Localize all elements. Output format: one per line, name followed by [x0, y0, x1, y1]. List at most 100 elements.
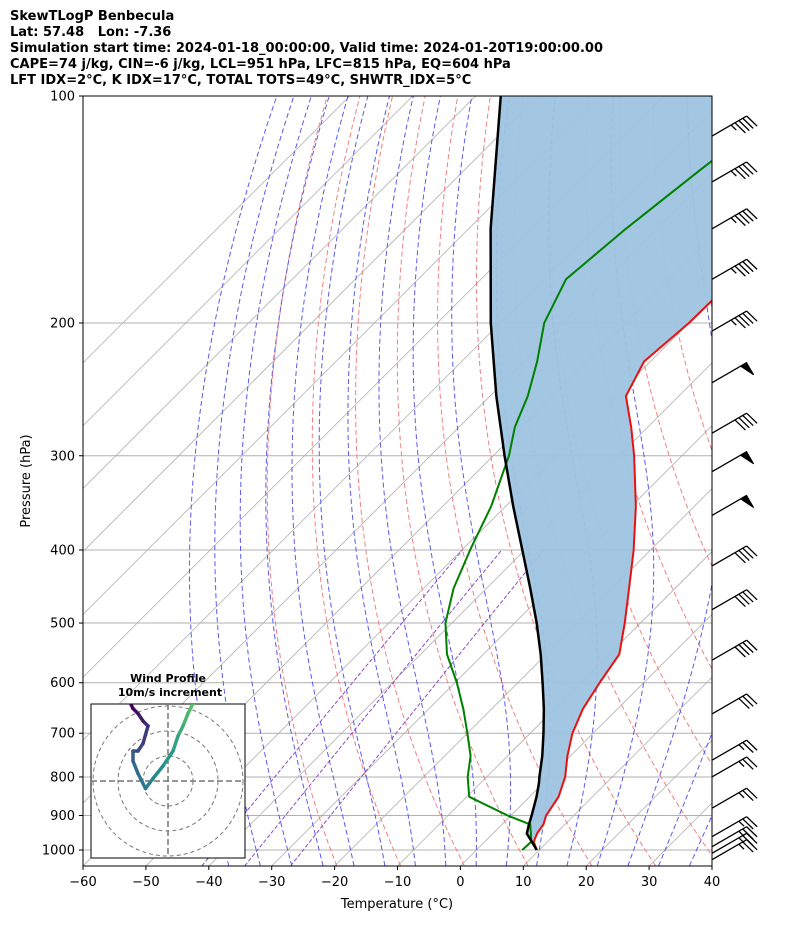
isotherm-line [83, 96, 413, 427]
barb-staff [711, 161, 747, 183]
barb-full [746, 816, 758, 828]
x-tick-label: −50 [132, 875, 159, 890]
isotherm-line [775, 96, 794, 866]
barb-full [746, 589, 758, 601]
moist-adiabat-line [412, 96, 477, 866]
barb-full [742, 789, 754, 802]
barb-staff [711, 756, 747, 778]
barb-full [734, 317, 746, 329]
x-tick-label: 30 [641, 875, 658, 890]
x-tick-label: −20 [321, 875, 348, 890]
barb-full [734, 646, 746, 658]
barb-half [730, 267, 737, 274]
dry-adiabat-line [784, 96, 794, 866]
dry-adiabat-line [550, 96, 712, 766]
wind-barb [711, 739, 758, 761]
barb-full [742, 641, 754, 653]
wind-barb [711, 545, 758, 567]
barb-full [742, 828, 754, 840]
isotherm-line [83, 96, 476, 490]
x-axis-label: Temperature (°C) [340, 897, 453, 912]
hodograph-plot [91, 704, 245, 858]
hodograph-segment [151, 764, 165, 781]
barb-staff [711, 839, 747, 861]
x-tick-label: −40 [195, 875, 222, 890]
barb-half [738, 792, 745, 799]
hodograph-segment [143, 776, 155, 791]
hodograph-segment [181, 711, 190, 728]
hodograph-segment [186, 704, 195, 716]
barb-full [746, 412, 758, 424]
barb-half [730, 170, 737, 177]
barb-full [742, 818, 754, 830]
isotherm-line [83, 96, 539, 553]
barb-full [734, 215, 746, 227]
moist-adiabat-line [214, 96, 295, 866]
barb-flag [739, 494, 755, 509]
moist-adiabat-line [291, 96, 355, 866]
isotherm-line [523, 676, 712, 866]
moist-adiabat-line [658, 731, 712, 866]
barb-staff [711, 545, 747, 567]
hodograph-segment [161, 749, 175, 768]
barb-full [734, 265, 746, 277]
plot-content [83, 96, 794, 866]
hodograph-segment [176, 724, 185, 738]
wind-barb [711, 451, 755, 473]
barb-full [738, 697, 750, 710]
hodograph-title: Wind Profile [130, 672, 206, 685]
hodograph-segment [136, 771, 148, 791]
barb-half [730, 124, 737, 131]
moist-adiabat-line [239, 96, 312, 866]
barb-full [738, 417, 750, 429]
wind-barb [711, 161, 758, 183]
moist-adiabat-line [596, 96, 655, 866]
hodograph-segment [131, 759, 140, 776]
dewpoint-line [444, 159, 712, 851]
mixing-ratio-line [244, 549, 503, 866]
barb-half [738, 820, 745, 827]
barb-full [746, 161, 758, 173]
isotherm-line [334, 488, 712, 866]
wind-barb [711, 693, 758, 715]
barb-staff [711, 826, 747, 848]
y-tick-label: 200 [50, 316, 75, 331]
hodograph-subtitle: 10m/s increment [118, 686, 222, 699]
moist-adiabat-line [265, 96, 330, 866]
barb-full [742, 210, 754, 222]
isotherm-line [83, 96, 351, 364]
barb-full [742, 835, 754, 847]
barb-full [742, 312, 754, 324]
barb-staff [711, 739, 747, 761]
barb-full [742, 758, 754, 770]
x-tick-label: −10 [384, 875, 411, 890]
barb-half [738, 760, 745, 767]
barb-full [734, 595, 746, 608]
moist-adiabat-line [378, 96, 447, 866]
y-tick-label: 800 [50, 770, 75, 785]
barb-full [742, 414, 754, 427]
barb-half [730, 217, 737, 224]
wind-barbs [711, 115, 758, 861]
axes: −60 −50 −40 −30 −20 −10 0 10 20 30 40 1000 900 800 700… [42, 90, 720, 891]
wind-barb [711, 589, 758, 611]
barb-full [746, 258, 758, 270]
moist-adiabat-line [318, 96, 386, 866]
barb-staff [711, 208, 747, 230]
barb-full [734, 168, 746, 180]
wind-barb [711, 756, 758, 778]
hodograph-segment [171, 734, 180, 753]
stability-indices-label: LFT IDX=2°C, K IDX=17°C, TOTAL TOTS=49°C… [10, 73, 472, 88]
wind-barb [711, 208, 758, 230]
x-tick-label: 10 [515, 875, 532, 890]
barb-full [738, 263, 750, 275]
isotherm-line [460, 613, 712, 866]
hodograph: Wind Profile 10m/s increment [90, 672, 246, 859]
isotherm-line [711, 865, 712, 866]
barb-full [742, 261, 754, 273]
barb-full [742, 591, 754, 603]
x-tick-label: 0 [456, 875, 464, 890]
barb-staff [711, 639, 747, 661]
barb-full [742, 547, 754, 559]
barb-full [738, 315, 750, 327]
